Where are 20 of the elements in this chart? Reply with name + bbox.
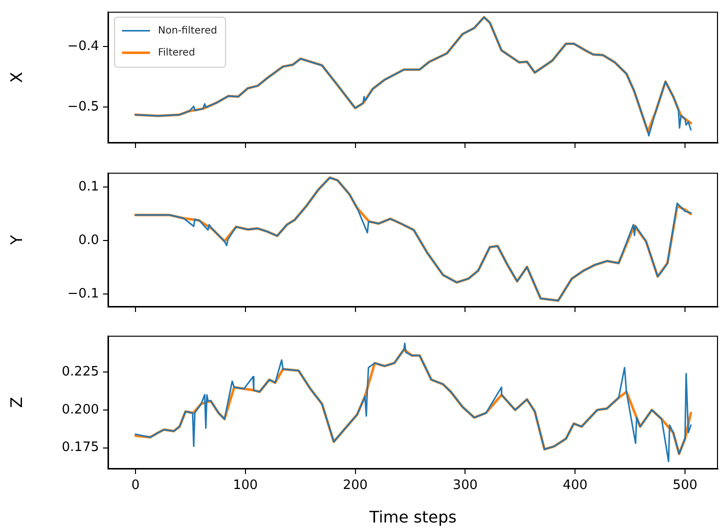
x-tick-label: 200 — [342, 478, 368, 494]
y-axis-title: X — [6, 72, 26, 83]
x-tick-label: 400 — [562, 478, 588, 494]
x-axis-title: Time steps — [368, 508, 457, 527]
y-tick-label: −0.4 — [67, 39, 99, 54]
x-tick-label: 300 — [452, 478, 478, 494]
y-tick-label: 0.175 — [62, 440, 99, 456]
y-tick-label: 0.200 — [62, 402, 99, 418]
x-tick-label: 500 — [672, 478, 698, 494]
y-tick-label: 0.0 — [78, 233, 99, 248]
x-tick-label: 100 — [232, 478, 258, 494]
x-tick-label: 0 — [131, 478, 140, 494]
y-axis-title: Z — [6, 396, 26, 408]
legend-label: Non-filtered — [158, 25, 218, 36]
legend-label: Filtered — [158, 47, 196, 58]
y-tick-label: 0.225 — [62, 364, 99, 380]
y-tick-label: −0.5 — [67, 99, 99, 114]
y-axis-title: Y — [6, 234, 26, 246]
y-tick-label: −0.1 — [67, 286, 99, 302]
y-tick-label: 0.1 — [78, 180, 99, 195]
